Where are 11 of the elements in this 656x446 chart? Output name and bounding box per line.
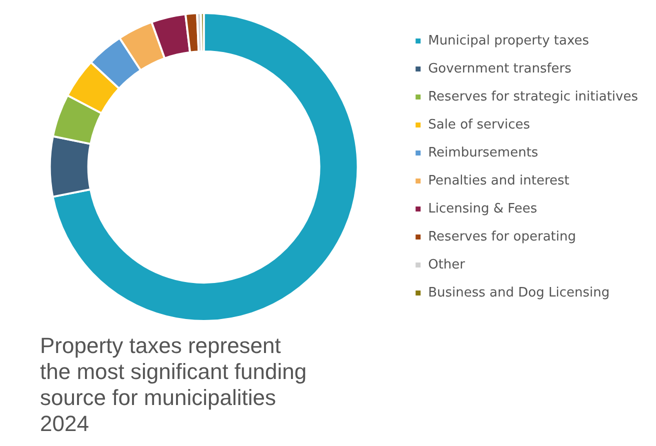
legend-label: Licensing & Fees xyxy=(428,201,538,216)
legend-label: Government transfers xyxy=(428,61,572,76)
legend-label: Business and Dog Licensing xyxy=(428,285,610,300)
legend-label: Sale of services xyxy=(428,117,530,132)
legend-label: Reserves for strategic initiatives xyxy=(428,89,638,104)
legend-label: Reimbursements xyxy=(428,145,538,160)
legend-label: Reserves for operating xyxy=(428,229,576,244)
legend-label: Municipal property taxes xyxy=(428,33,590,48)
legend-label: Penalties and interest xyxy=(428,173,570,188)
legend-label: Other xyxy=(428,257,466,272)
text: Property taxes represent the most significant funding source for municipalities 2024 xyxy=(40,333,307,436)
